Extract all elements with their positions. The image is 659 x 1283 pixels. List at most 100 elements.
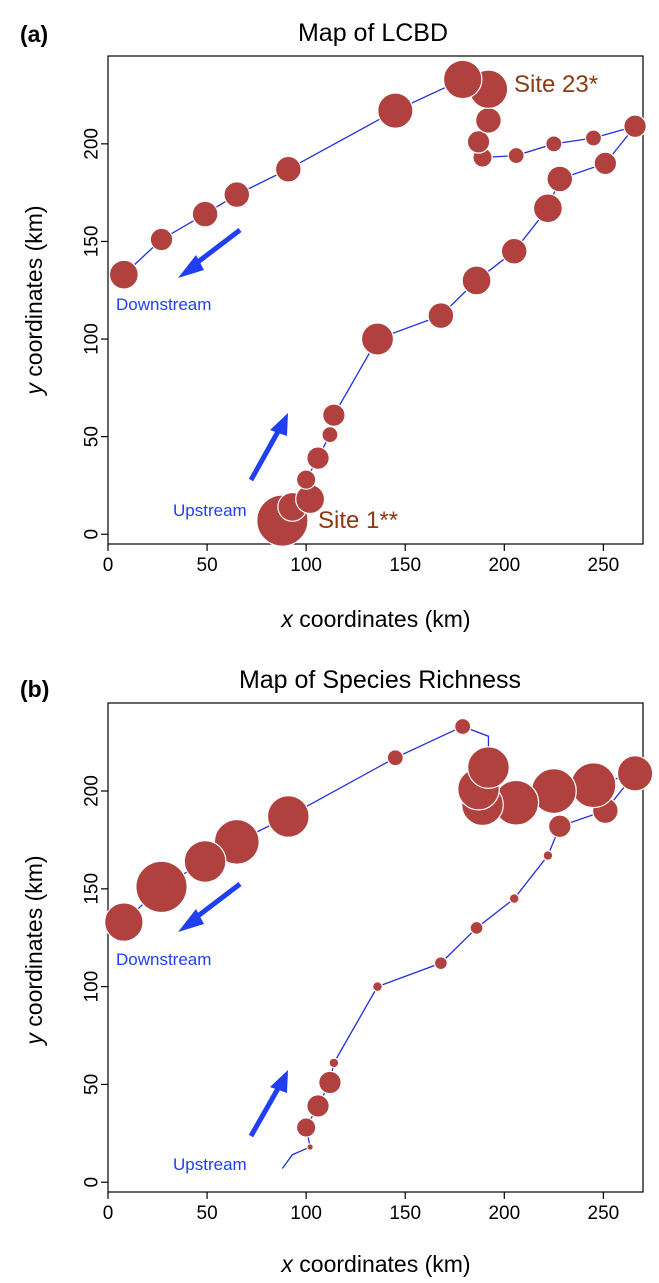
panel-b-site-point-16 [570,762,617,809]
panel-a-site-point-24 [377,92,414,129]
upstream-arrow-head [270,1070,288,1093]
panel-a-site-point-25 [274,155,302,183]
panel-b-y-tick-label-0: 0 [82,1177,103,1188]
panel-b-site-point-8 [372,981,383,993]
panel-b-downstream-arrow [178,882,242,932]
panel-b-site-point-15 [616,755,654,792]
panel-b-site-point-26 [213,818,260,865]
panel-a-downstream-arrow [178,228,242,278]
panel-a-x-tick-label-100: 100 [290,555,322,576]
panel-b-y-tick-label-100: 100 [82,971,103,1003]
panel-b-letter: (b) [20,676,49,702]
panel-b-downstream-label: Downstream [116,950,211,969]
upstream-arrow-shaft [248,1083,283,1138]
panel-b-site-point-3 [306,1143,314,1151]
panel-a-x-axis-label-text: coordinates (km) [293,606,471,632]
panel-a-site-point-29 [108,259,139,290]
panel-a-x-tick-label-0: 0 [103,555,114,576]
panel-a-site-points [108,59,647,547]
panel-a-x-axis-label-var: x [280,606,294,632]
panel-b-x-tick-label-50: 50 [197,1203,218,1224]
panel-a-lcbd-map: (a) Map of LCBD 0 50 100 150 200 250 0 50 100 150… [20,19,647,632]
panel-a-upstream-arrow [248,413,288,482]
panel-a-site-point-11 [500,237,528,265]
panel-b-x-tick-label-200: 200 [488,1203,520,1224]
panel-b-site-point-29 [104,902,144,942]
panel-b-x-axis-label: x coordinates (km) [280,1251,470,1277]
panel-b-site-point-7 [328,1057,340,1069]
panel-a-axes: 0 50 100 150 200 250 0 50 100 150 200 [82,128,620,576]
panel-b-site-points [104,717,654,1151]
panel-a-site-point-4 [295,469,317,490]
panel-a-x-tick-label-200: 200 [488,555,520,576]
panel-a-x-tick-label-250: 250 [588,555,620,576]
panel-a-site-point-27 [191,200,219,228]
panel-a-y-tick-label-50: 50 [82,426,103,447]
panel-a-x-tick-label-50: 50 [197,555,218,576]
panel-a-x-axis-label: x coordinates (km) [280,606,470,632]
panel-a-site-point-17 [545,135,563,153]
panel-b-x-tick-label-100: 100 [290,1203,322,1224]
panel-b-site-point-11 [508,893,520,904]
panel-b-x-tick-label-0: 0 [103,1203,114,1224]
panel-a-x-tick-label-150: 150 [389,555,421,576]
panel-b-x-tick-label-150: 150 [389,1203,421,1224]
panel-b-plot-frame [107,702,644,1193]
panel-b-x-tick-label-250: 250 [588,1203,620,1224]
panel-b-site-point-13 [547,814,572,839]
panel-a-title: Map of LCBD [298,19,448,47]
panel-a-plot-frame [107,55,644,545]
panel-b-title: Map of Species Richness [239,666,521,694]
panel-a-site-point-6 [321,426,339,444]
panel-b-site-point-25 [266,795,310,838]
panel-a-site-point-7 [322,403,346,427]
panel-a-y-tick-label-150: 150 [82,226,103,258]
upstream-arrow-shaft [248,426,283,482]
panel-a-site-point-10 [461,265,492,296]
panel-a-y-axis-label: y coordinates (km) [21,205,47,396]
panel-b-site-point-10 [469,920,484,935]
panel-a-site-point-16 [584,129,603,147]
panel-a-y-tick-label-100: 100 [82,323,103,355]
panel-a-site-point-21 [475,107,502,134]
panel-b-site-point-27 [183,840,227,883]
downstream-arrow-head [178,909,204,932]
downstream-arrow-head [178,255,204,278]
panel-a-letter: (a) [20,21,48,47]
panel-b-upstream-label: Upstream [173,1155,247,1174]
panel-a-site-point-9 [427,302,455,330]
panel-b-y-tick-label-200: 200 [82,775,103,807]
panel-b-axes: 0 50 100 150 200 250 0 50 100 150 200 [82,775,620,1224]
panel-b-y-tick-label-50: 50 [82,1074,103,1095]
panel-a-site-point-26 [223,181,251,208]
panel-a-y-axis-label-text: coordinates (km) [21,205,47,383]
panel-b-site-point-21 [467,746,510,789]
panel-a-site-point-18 [507,146,525,165]
panel-b-upstream-arrow [248,1070,288,1138]
panel-b-site-point-23 [454,717,472,736]
panel-b-site-point-5 [306,1094,330,1118]
panel-b-y-axis-label: y coordinates (km) [21,855,47,1046]
panel-a-upstream-label: Upstream [173,501,247,520]
panel-a-downstream-label: Downstream [116,295,211,314]
panel-a-site-point-5 [306,446,330,470]
panel-b-x-axis-label-var: x [280,1251,294,1277]
panel-b-site-point-4 [295,1117,317,1138]
panel-b-species-richness-map: (b) Map of Species Richness 0 50 100 150 200… [20,666,654,1277]
panel-b-site-point-9 [433,956,448,971]
panel-a-site-point-23 [442,59,483,100]
panel-a-site-point-8 [360,322,395,356]
panel-b-y-axis-label-text: coordinates (km) [21,855,47,1033]
panel-a-site-point-20 [466,130,491,154]
upstream-arrow-head [270,413,288,436]
panel-a-site-point-14 [593,151,618,176]
panel-b-x-axis-label-text: coordinates (km) [293,1251,471,1277]
panel-a-site-point-12 [532,193,563,224]
panel-b-site-point-6 [318,1070,342,1095]
panel-b-site-point-24 [386,749,404,767]
panel-b-y-axis-label-var: y [21,1032,47,1047]
panel-a-annotation-site-1: Site 1** [318,507,398,534]
panel-a-site-point-13 [546,165,574,193]
panel-a-site-point-28 [149,227,174,252]
